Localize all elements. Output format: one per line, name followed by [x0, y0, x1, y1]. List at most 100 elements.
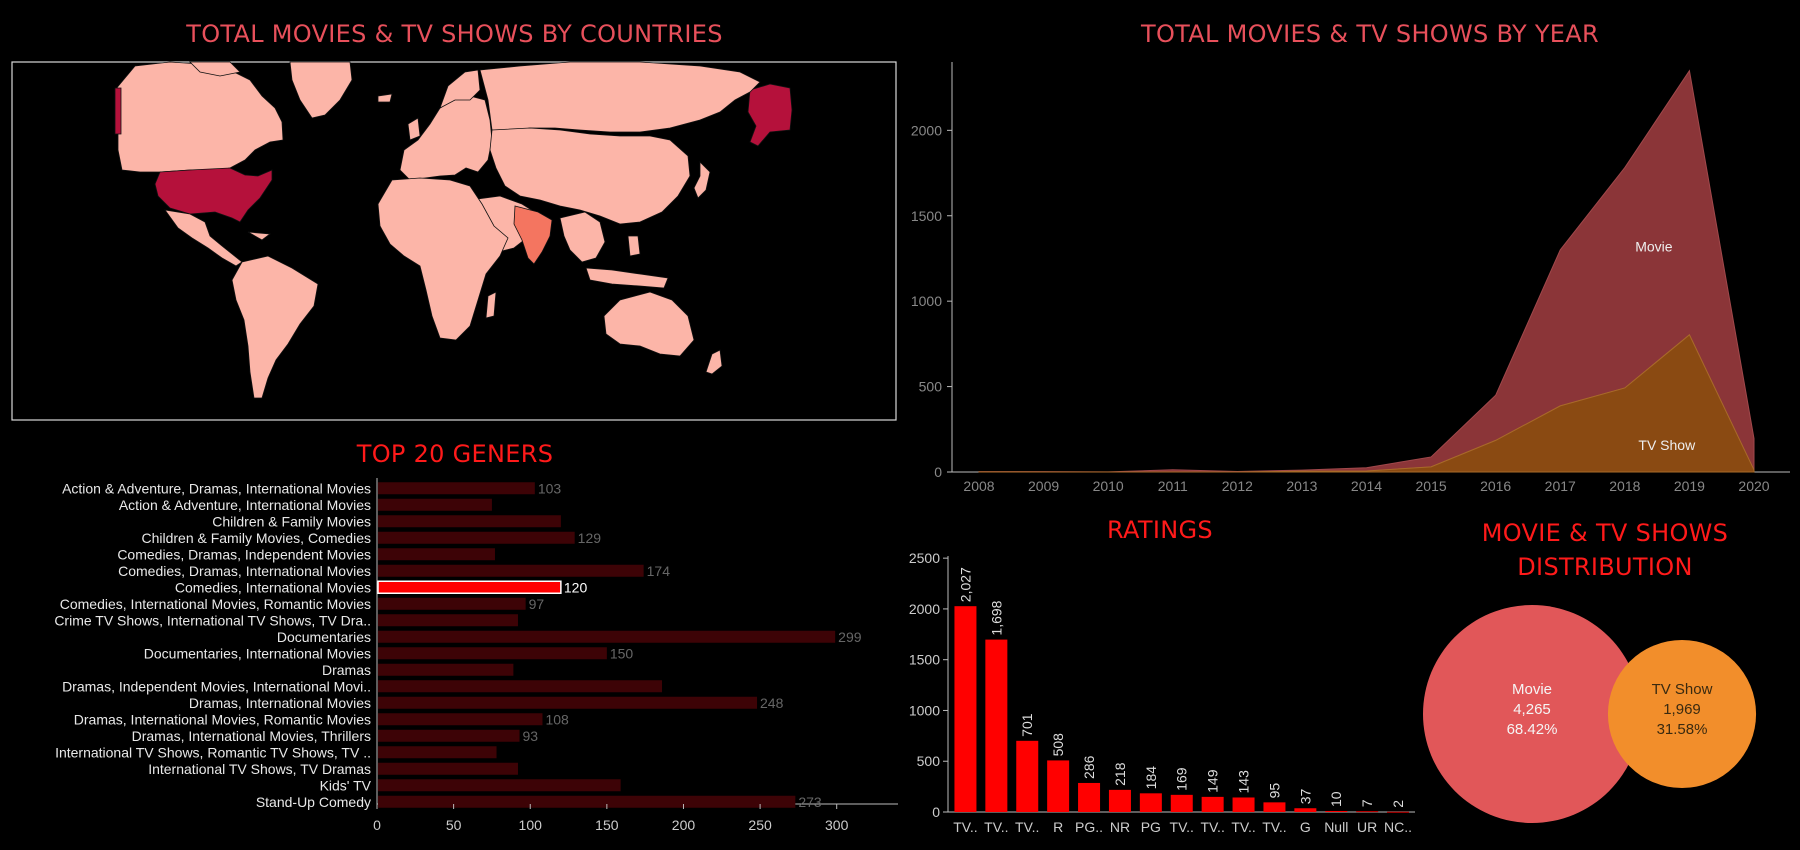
genre-category-label: Dramas, International Movies, Romantic M…	[74, 711, 371, 727]
ratings-bar[interactable]	[1294, 808, 1317, 812]
ratings-y-tick-label: 1000	[909, 702, 940, 718]
genre-bar[interactable]	[378, 531, 575, 544]
genre-bar-value-label: 248	[760, 695, 784, 711]
map-region-alaska-west[interactable]	[114, 87, 122, 135]
map-region-indonesia[interactable]	[585, 267, 669, 289]
map-region-india[interactable]	[513, 205, 553, 265]
genre-bar[interactable]	[378, 564, 644, 577]
map-region-madagascar[interactable]	[485, 291, 497, 319]
genre-bar[interactable]	[378, 515, 561, 528]
ratings-bar[interactable]	[1016, 740, 1039, 812]
ratings-bar[interactable]	[1047, 760, 1070, 812]
map-region-japan[interactable]	[693, 161, 711, 199]
ratings-bar[interactable]	[1108, 789, 1131, 812]
ratings-bar[interactable]	[1232, 797, 1255, 812]
ratings-bar[interactable]	[985, 639, 1008, 812]
genre-bar[interactable]	[378, 713, 543, 726]
map-region-scandinavia[interactable]	[439, 69, 481, 109]
bubble-name-label: TV Show	[1652, 681, 1713, 698]
genre-category-label: Comedies, Dramas, International Movies	[118, 563, 371, 579]
ratings-bar[interactable]	[1139, 793, 1162, 812]
genre-bar-highlighted[interactable]	[377, 580, 562, 594]
map-region-iceland[interactable]	[377, 93, 393, 103]
year-x-tick-label: 2020	[1738, 478, 1769, 494]
map-region-central-asia[interactable]	[489, 127, 691, 225]
genre-category-label: Dramas, Independent Movies, Internationa…	[62, 678, 371, 694]
tvshow-bubble[interactable]	[1607, 639, 1757, 789]
year-x-tick-label: 2013	[1286, 478, 1317, 494]
year-y-tick-label: 2000	[911, 122, 942, 138]
genre-bar[interactable]	[378, 729, 520, 742]
ratings-y-tick-label: 2500	[909, 550, 940, 566]
map-region-south-america[interactable]	[231, 255, 319, 399]
genre-bar[interactable]	[378, 762, 518, 775]
map-region-arctic-islands[interactable]	[189, 61, 241, 77]
ratings-category-label: TV..	[1200, 819, 1224, 835]
ratings-category-label: R	[1053, 819, 1063, 835]
genre-category-label: International TV Shows, Romantic TV Show…	[55, 744, 371, 760]
ratings-bar[interactable]	[1356, 811, 1379, 813]
genre-category-label: Dramas, International Movies	[189, 695, 371, 711]
genre-x-tick-label: 100	[519, 817, 543, 833]
ratings-bar[interactable]	[1325, 810, 1348, 812]
bubble-name-label: Movie	[1512, 681, 1552, 698]
map-region-greenland[interactable]	[289, 61, 353, 119]
ratings-bar-value-label: 169	[1174, 767, 1190, 791]
genre-bar[interactable]	[378, 680, 663, 693]
genre-x-tick-label: 300	[825, 817, 849, 833]
genre-bar[interactable]	[378, 482, 535, 495]
map-region-alaska[interactable]	[747, 83, 793, 147]
genre-category-label: Children & Family Movies, Comedies	[141, 530, 371, 546]
genre-bar[interactable]	[378, 548, 495, 561]
genre-bar[interactable]	[378, 597, 526, 610]
ratings-category-label: TV..	[1262, 819, 1286, 835]
genre-category-label: Action & Adventure, International Movies	[119, 497, 371, 513]
genre-category-label: International TV Shows, TV Dramas	[148, 761, 371, 777]
ratings-bar[interactable]	[1263, 802, 1286, 812]
ratings-bar-value-label: 701	[1019, 713, 1035, 737]
genre-bar[interactable]	[378, 663, 514, 676]
world-map[interactable]	[11, 61, 897, 421]
map-region-australia[interactable]	[603, 291, 695, 357]
genre-bar[interactable]	[378, 696, 758, 709]
ratings-bar[interactable]	[1201, 796, 1224, 812]
genre-bar[interactable]	[378, 498, 492, 511]
series-label-movie: Movie	[1635, 239, 1673, 255]
ratings-bar[interactable]	[1387, 811, 1410, 813]
ratings-bar[interactable]	[1170, 794, 1193, 812]
distribution-bubble-chart: Movie 4,265 68.42% TV Show 1,969 31.58%	[1423, 605, 1757, 823]
map-region-usa[interactable]	[154, 167, 273, 223]
map-region-europe[interactable]	[399, 95, 493, 181]
ratings-bar-value-label: 508	[1050, 733, 1066, 757]
map-region-uk[interactable]	[407, 117, 421, 141]
genre-category-label: Documentaries, International Movies	[144, 645, 371, 661]
map-region-new-zealand[interactable]	[705, 349, 723, 375]
genre-bar-value-label: 120	[564, 579, 588, 595]
ratings-bar[interactable]	[1078, 782, 1101, 812]
tvshow-area[interactable]	[978, 334, 1755, 473]
genre-bar[interactable]	[378, 614, 518, 627]
genre-bar[interactable]	[378, 795, 796, 808]
genre-category-label: Dramas, International Movies, Thrillers	[132, 728, 371, 744]
year-x-tick-label: 2016	[1480, 478, 1511, 494]
year-x-tick-label: 2019	[1674, 478, 1705, 494]
genre-bar-value-label: 174	[647, 563, 671, 579]
bubble-value-label: 1,969	[1663, 701, 1701, 718]
genre-bar[interactable]	[378, 630, 836, 643]
genre-bar[interactable]	[378, 746, 497, 759]
genre-bar-value-label: 108	[545, 711, 569, 727]
map-region-africa[interactable]	[377, 177, 509, 341]
map-region-philippines[interactable]	[627, 235, 641, 257]
map-title: TOTAL MOVIES & TV SHOWS BY COUNTRIES	[186, 20, 723, 48]
ratings-bar-value-label: 184	[1143, 766, 1159, 790]
genre-bar[interactable]	[378, 647, 607, 660]
genre-bar[interactable]	[378, 779, 621, 792]
map-region-southeast-asia[interactable]	[559, 211, 606, 263]
map-region-caribbean[interactable]	[247, 231, 272, 241]
ratings-bar[interactable]	[954, 606, 977, 812]
movie-bubble[interactable]	[1423, 605, 1641, 823]
genre-chart-title: TOP 20 GENERS	[356, 440, 554, 468]
genre-bar-value-label: 150	[610, 645, 634, 661]
year-x-tick-label: 2018	[1609, 478, 1640, 494]
